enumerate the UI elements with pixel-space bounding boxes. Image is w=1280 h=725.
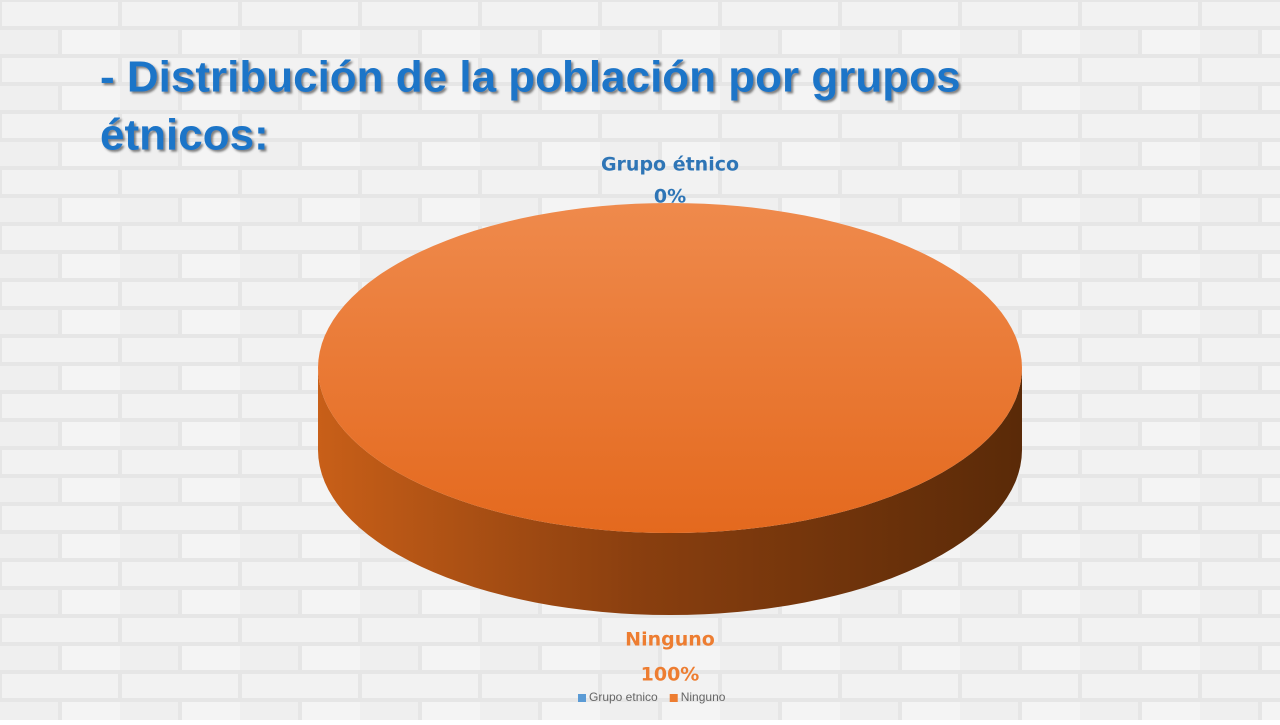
pie-side <box>318 368 1022 615</box>
legend-swatch <box>578 694 586 702</box>
legend-swatch <box>669 694 678 702</box>
legend-label: Ninguno <box>681 690 726 704</box>
data-label-name: Ninguno <box>625 629 715 651</box>
slide-title: étnicos: <box>100 111 269 160</box>
data-label-value: 100% <box>641 664 700 686</box>
slide-title: - Distribución de la población por grupo… <box>100 53 960 102</box>
data-label-value: 0% <box>654 186 686 208</box>
data-label-name: Grupo étnico <box>601 154 739 176</box>
pie-slice <box>318 203 1022 533</box>
legend-label: Grupo etnico <box>589 690 658 704</box>
